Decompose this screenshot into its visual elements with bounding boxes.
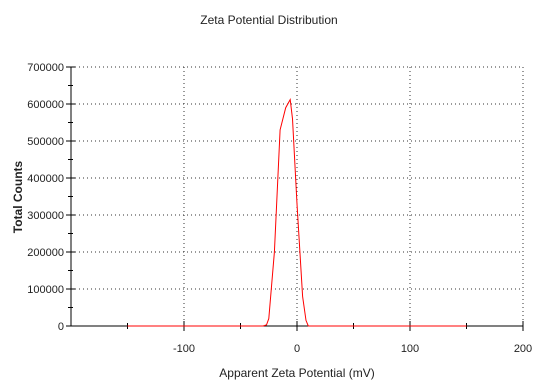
x-tick-label: -100 <box>173 343 195 355</box>
series-line <box>127 98 467 327</box>
x-axis-label: Apparent Zeta Potential (mV) <box>219 366 374 380</box>
y-tick-label: 600000 <box>27 99 64 111</box>
y-tick-label: 100000 <box>27 284 64 296</box>
y-tick-label: 200000 <box>27 247 64 259</box>
y-tick-label: 500000 <box>27 136 64 148</box>
grid-layer <box>71 66 524 326</box>
series-layer <box>127 98 467 327</box>
chart-title: Zeta Potential Distribution <box>200 13 337 27</box>
y-tick-label: 400000 <box>27 173 64 185</box>
y-axis-label: Total Counts <box>11 160 25 233</box>
x-tick-label: 200 <box>514 343 532 355</box>
x-tick-label: 0 <box>294 343 300 355</box>
y-tick-label: 700000 <box>27 62 64 74</box>
y-tick-label: 300000 <box>27 210 64 222</box>
x-tick-label: 100 <box>401 343 419 355</box>
tick-layer: 0 100000 200000 300000 400000 500000 600000 700… <box>27 62 532 355</box>
y-tick-label: 0 <box>58 321 64 333</box>
